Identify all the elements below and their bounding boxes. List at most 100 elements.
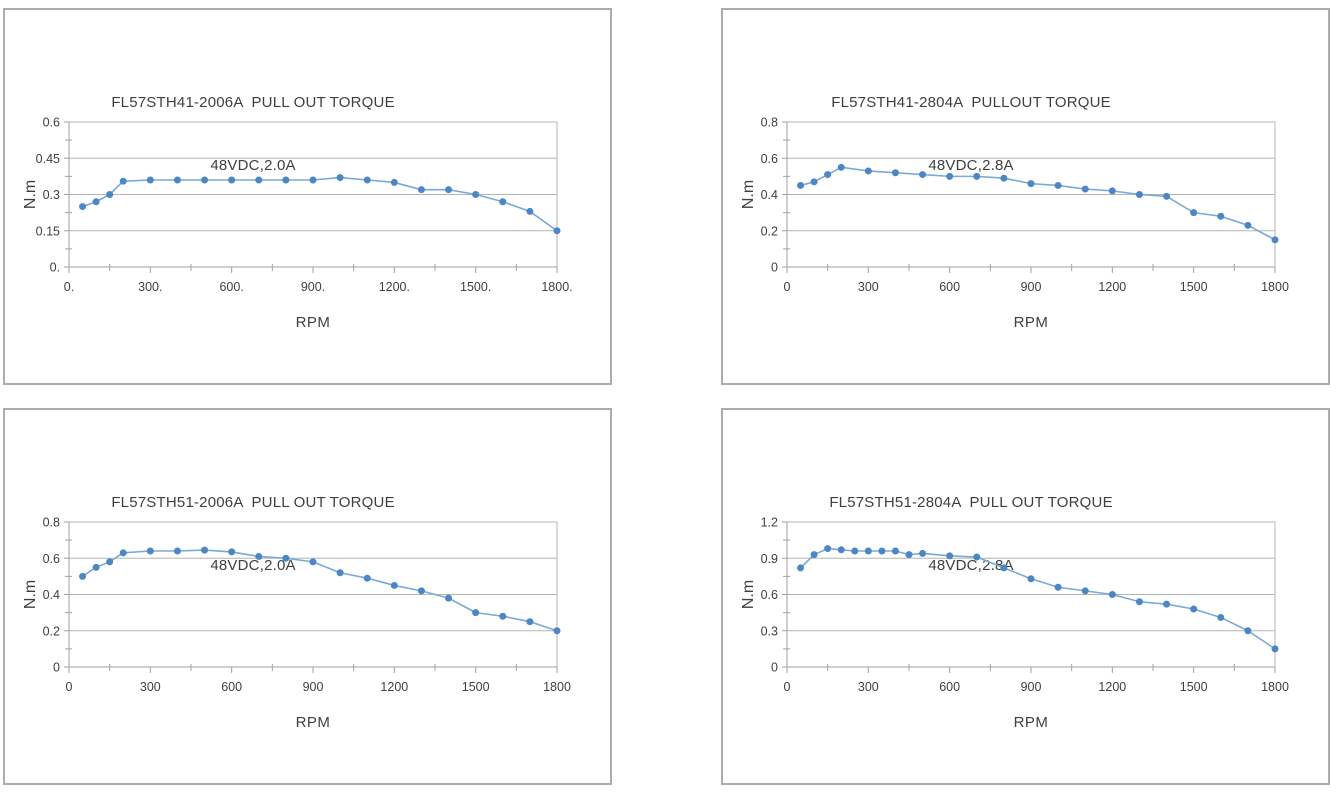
data-point xyxy=(526,618,534,626)
data-point xyxy=(1244,627,1252,635)
chart-title: FL57STH41-2804A PULLOUT TORQUE 48VDC,2.8… xyxy=(723,50,1219,218)
data-point xyxy=(445,594,453,602)
x-tick-label: 0. xyxy=(64,280,74,294)
x-axis-title: RPM xyxy=(1014,314,1049,331)
data-point xyxy=(201,176,209,184)
series-line xyxy=(800,166,1276,241)
data-point xyxy=(119,549,127,557)
data-point xyxy=(119,177,127,185)
data-point xyxy=(1081,587,1089,595)
data-point xyxy=(1081,185,1089,193)
y-tick-label: 0.2 xyxy=(761,224,778,238)
series-line xyxy=(799,547,1276,650)
data-point xyxy=(472,191,480,198)
x-tick-label: 300. xyxy=(138,280,162,294)
chart-plot: 0 0.2 0.4 0.6 0.8 0 300 600 900 1200 1500 1800 N.m RP… xyxy=(22,516,571,732)
data-point xyxy=(363,176,371,184)
x-tick-label: 0 xyxy=(784,680,791,694)
data-point xyxy=(837,546,845,554)
data-point xyxy=(309,176,317,184)
chart-plot: 0 0.2 0.4 0.6 0.8 0 300 600 900 1200 1500 1800 N.m RP… xyxy=(740,116,1289,332)
y-tick-label: 0.4 xyxy=(43,588,60,602)
data-point xyxy=(255,552,263,560)
y-tick-label: 0.4 xyxy=(761,188,778,202)
x-tick-label: 600 xyxy=(221,680,242,694)
chart-title-line2: 48VDC,2.0A xyxy=(210,157,296,174)
x-tick-label: 1200 xyxy=(380,680,408,694)
series-line xyxy=(82,549,558,632)
data-point xyxy=(946,552,954,560)
data-point xyxy=(810,178,818,186)
data-point xyxy=(336,569,344,577)
x-tick-label: 1200 xyxy=(1098,680,1126,694)
x-tick-label: 1200. xyxy=(379,280,410,294)
data-point xyxy=(472,609,480,617)
data-point xyxy=(1108,187,1116,195)
data-point xyxy=(919,171,927,179)
y-tick-label: 0.6 xyxy=(761,588,778,602)
data-point xyxy=(499,612,507,620)
chart-title: FL57STH51-2006A PULL OUT TORQUE 48VDC,2.… xyxy=(5,450,501,618)
data-point xyxy=(553,627,561,635)
y-tick-label: 0.9 xyxy=(761,552,778,566)
chart-title-line1: FL57STH51-2006A PULL OUT TORQUE xyxy=(111,494,395,511)
data-point xyxy=(905,551,913,559)
x-tick-label: 1800. xyxy=(541,280,572,294)
data-point xyxy=(1000,564,1008,572)
data-point xyxy=(228,176,236,184)
chart-plot: 0. 0.15 0.3 0.45 0.6 0. 300. 600. 900. 1200. 1500.… xyxy=(22,116,573,332)
data-point xyxy=(390,581,398,589)
chart-title-line2: 48VDC,2.0A xyxy=(210,557,296,574)
x-tick-label: 1800 xyxy=(543,680,571,694)
data-point xyxy=(1190,605,1198,613)
data-point xyxy=(173,176,181,184)
y-tick-label: 0.6 xyxy=(43,552,60,566)
data-point xyxy=(417,186,425,194)
data-point xyxy=(1054,583,1062,591)
x-tick-label: 300 xyxy=(858,680,879,694)
x-tick-label: 900. xyxy=(301,280,325,294)
chart-title-line2: 48VDC,2.8A xyxy=(928,557,1014,574)
data-point xyxy=(891,169,899,177)
data-point xyxy=(1244,221,1252,229)
data-point xyxy=(92,198,100,206)
data-point xyxy=(309,558,317,566)
data-point xyxy=(336,174,344,182)
x-tick-label: 1500. xyxy=(460,280,491,294)
data-point xyxy=(973,553,981,561)
data-point xyxy=(282,176,290,184)
x-tick-label: 1500 xyxy=(1180,680,1208,694)
data-point xyxy=(1163,600,1171,608)
data-point xyxy=(526,207,534,215)
chart-title-line2: 48VDC,2.8A xyxy=(928,157,1014,174)
data-point xyxy=(1000,174,1008,182)
data-point xyxy=(282,554,290,562)
y-tick-label: 0.15 xyxy=(36,224,60,238)
y-axis-title: N.m xyxy=(22,180,39,209)
data-point xyxy=(1217,212,1225,220)
data-point xyxy=(797,181,805,189)
data-point xyxy=(1217,613,1225,621)
data-point xyxy=(106,191,114,198)
data-point xyxy=(1108,591,1116,598)
chart-panel-fl57sth51-2804a: FL57STH51-2804A PULL OUT TORQUE 48VDC,2.… xyxy=(721,408,1330,785)
y-tick-label: 0.3 xyxy=(43,188,60,202)
x-tick-label: 900 xyxy=(303,680,324,694)
data-point xyxy=(1190,209,1198,217)
x-tick-label: 900 xyxy=(1021,280,1042,294)
data-point xyxy=(864,547,872,555)
y-tick-label: 0.2 xyxy=(43,624,60,638)
x-axis-title: RPM xyxy=(296,714,331,731)
series-line xyxy=(82,176,558,232)
data-point xyxy=(499,198,507,206)
data-point xyxy=(1027,180,1035,188)
data-point xyxy=(810,551,818,559)
chart-title-line1: FL57STH51-2804A PULL OUT TORQUE xyxy=(829,494,1113,511)
x-tick-label: 300 xyxy=(140,680,161,694)
y-tick-label: 0 xyxy=(771,661,778,675)
data-point xyxy=(173,547,181,555)
data-point xyxy=(553,227,561,235)
x-tick-label: 1500 xyxy=(1180,280,1208,294)
data-point xyxy=(824,545,832,553)
y-axis-title: N.m xyxy=(740,180,757,209)
